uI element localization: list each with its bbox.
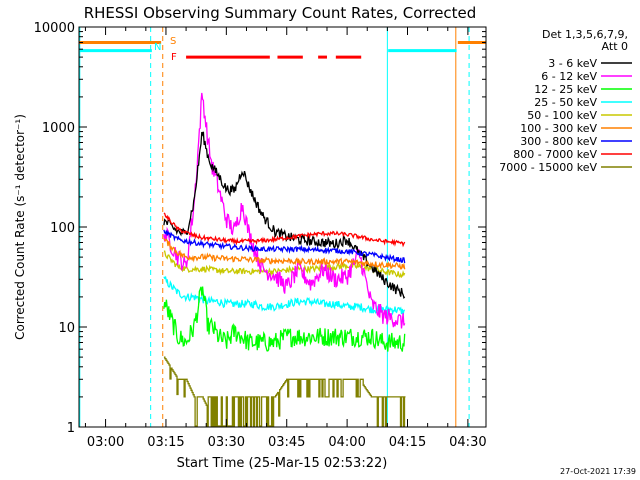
series-line-1 bbox=[163, 92, 406, 329]
legend-label: 3 - 6 keV bbox=[548, 57, 597, 70]
x-tick-label: 04:15 bbox=[389, 435, 426, 450]
x-axis-label: Start Time (25-Mar-15 02:53:22) bbox=[177, 456, 388, 471]
status-flags: SNF bbox=[79, 36, 486, 63]
series-line-8 bbox=[163, 356, 406, 427]
x-tick-label: 03:30 bbox=[208, 435, 245, 450]
flag-label-f: F bbox=[171, 52, 177, 63]
legend-label: 7000 - 15000 keV bbox=[499, 161, 597, 174]
x-tick-label: 04:00 bbox=[328, 435, 365, 450]
legend-label: 100 - 300 keV bbox=[520, 122, 597, 135]
boundary-lines bbox=[79, 27, 470, 427]
series-line-2 bbox=[163, 286, 406, 352]
y-tick-label: 1 bbox=[67, 421, 75, 436]
legend-header-line-1: Det 1,3,5,6,7,9, bbox=[542, 28, 628, 41]
chart-title: RHESSI Observing Summary Count Rates, Co… bbox=[84, 4, 477, 22]
legend-label: 25 - 50 keV bbox=[534, 96, 597, 109]
legend-header-line-2: Att 0 bbox=[602, 40, 628, 53]
y-tick-label: 1000 bbox=[42, 121, 75, 136]
x-tick-label: 03:00 bbox=[87, 435, 124, 450]
legend-label: 12 - 25 keV bbox=[534, 83, 597, 96]
footer-date: 27-Oct-2021 17:39 bbox=[560, 467, 636, 476]
legend-label: 50 - 100 keV bbox=[527, 109, 597, 122]
y-axis: 1 10 100 1000 10000 bbox=[34, 21, 486, 436]
x-tick-label: 03:15 bbox=[147, 435, 184, 450]
y-tick-label: 100 bbox=[50, 221, 75, 236]
series-line-5 bbox=[163, 238, 406, 270]
series-line-4 bbox=[163, 250, 406, 279]
series-lines bbox=[163, 92, 406, 427]
series-line-7 bbox=[163, 212, 406, 248]
series-line-0 bbox=[163, 131, 406, 300]
flag-label-n: N bbox=[154, 42, 161, 53]
x-axis: 03:00 03:15 03:30 03:45 04:00 04:15 04:30 bbox=[84, 27, 487, 450]
x-tick-label: 03:45 bbox=[268, 435, 305, 450]
legend-label: 800 - 7000 keV bbox=[513, 148, 597, 161]
legend-label: 300 - 800 keV bbox=[520, 135, 597, 148]
plot-frame bbox=[78, 26, 487, 428]
y-tick-label: 10000 bbox=[34, 21, 75, 36]
x-tick-label: 04:30 bbox=[449, 435, 486, 450]
y-tick-label: 10 bbox=[58, 321, 75, 336]
y-axis-label: Corrected Count Rate (s⁻¹ detector⁻¹) bbox=[13, 114, 27, 340]
flag-label-s: S bbox=[170, 36, 176, 47]
series-line-6 bbox=[163, 229, 406, 264]
legend-label: 6 - 12 keV bbox=[541, 70, 597, 83]
